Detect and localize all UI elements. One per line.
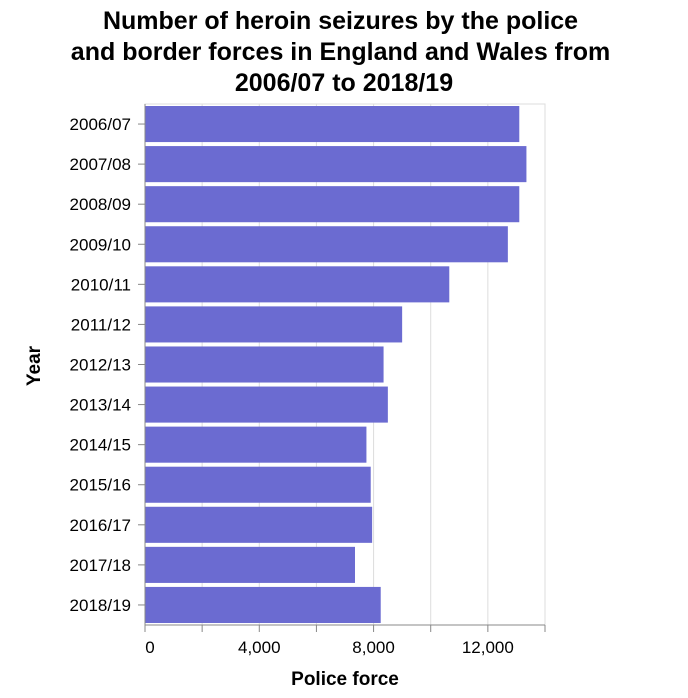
y-tick-label: 2009/10 xyxy=(70,235,131,254)
y-tick-label: 2017/18 xyxy=(70,556,131,575)
y-tick-label: 2008/09 xyxy=(70,195,131,214)
x-axis-title: Police force xyxy=(291,669,399,690)
x-tick-label: 0 xyxy=(145,638,154,657)
y-tick-label: 2014/15 xyxy=(70,436,131,455)
y-tick-label: 2013/14 xyxy=(70,396,131,415)
chart-title-line-3: 2006/07 to 2018/19 xyxy=(235,69,453,97)
x-tick-labels: 0 4,000 8,000 12,000 xyxy=(145,638,514,657)
bar-2011-12 xyxy=(145,306,403,343)
chart-title: Number of heroin seizures by the police … xyxy=(71,7,617,97)
bar-2018-19 xyxy=(145,586,381,623)
bar-2008-09 xyxy=(145,186,520,223)
y-tick-label: 2012/13 xyxy=(70,356,131,375)
y-tick-label: 2015/16 xyxy=(70,476,131,495)
bars xyxy=(145,106,527,623)
y-tick-label: 2018/19 xyxy=(70,596,131,615)
axes xyxy=(138,104,546,632)
bar-2015-16 xyxy=(145,466,371,503)
x-tick-label: 12,000 xyxy=(462,638,514,657)
bar-2016-17 xyxy=(145,506,373,543)
bar-2009-10 xyxy=(145,226,508,263)
chart-title-line-2: and border forces in England and Wales f… xyxy=(71,38,610,66)
bar-2013-14 xyxy=(145,386,388,423)
bar-2010-11 xyxy=(145,266,450,303)
bar-2007-08 xyxy=(145,146,527,183)
y-tick-label: 2010/11 xyxy=(71,275,131,294)
x-tick-label: 8,000 xyxy=(352,638,395,657)
x-tick-label: 4,000 xyxy=(238,638,281,657)
y-tick-label: 2007/08 xyxy=(70,155,131,174)
bar-2017-18 xyxy=(145,546,355,583)
y-tick-label: 2016/17 xyxy=(70,516,131,535)
chart-title-line-1: Number of heroin seizures by the police xyxy=(103,7,578,35)
bar-2006-07 xyxy=(145,106,520,143)
bar-2012-13 xyxy=(145,346,384,383)
bar-2014-15 xyxy=(145,426,367,463)
y-tick-label: 2011/12 xyxy=(71,315,131,334)
y-tick-label: 2006/07 xyxy=(70,115,131,134)
y-axis-title: Year xyxy=(24,345,45,386)
y-tick-labels: 2006/07 2007/08 2008/09 2009/10 2010/11 2011/… xyxy=(70,115,131,615)
